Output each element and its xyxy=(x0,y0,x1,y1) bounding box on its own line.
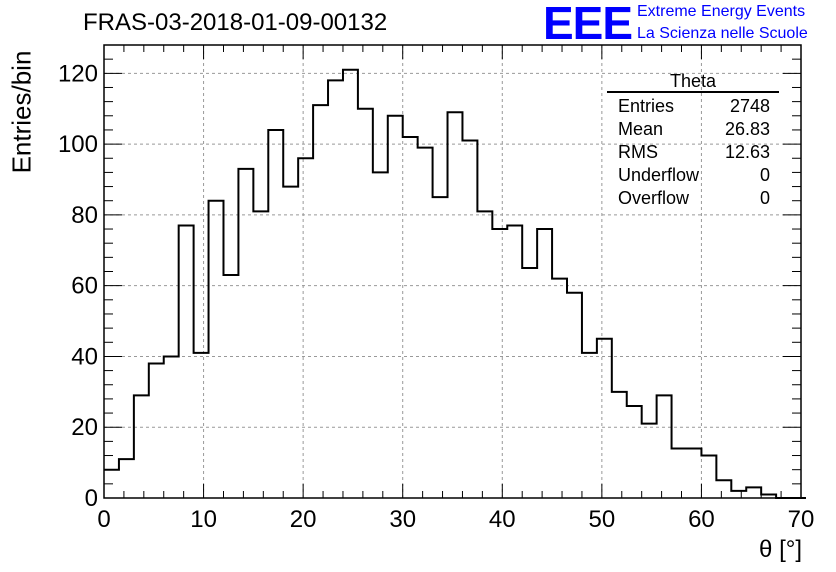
histogram-bin xyxy=(388,116,403,498)
histogram-bin xyxy=(657,395,672,498)
histogram-bin xyxy=(492,229,507,498)
stats-label: Underflow xyxy=(618,165,700,185)
y-tick-label: 20 xyxy=(71,414,98,441)
stats-label: RMS xyxy=(618,142,658,162)
y-tick-label: 40 xyxy=(71,343,98,370)
histogram-bin xyxy=(343,70,358,498)
logo-line-2: La Scienza nelle Scuole xyxy=(637,25,808,42)
x-tick-label: 0 xyxy=(97,506,110,533)
histogram-bin xyxy=(672,448,687,498)
y-tick-label: 60 xyxy=(71,273,98,300)
histogram-bin xyxy=(746,487,761,498)
stats-label: Entries xyxy=(618,96,675,116)
histogram-bin xyxy=(209,201,224,498)
y-tick-label: 80 xyxy=(71,202,98,229)
histogram-bin xyxy=(642,424,657,498)
histogram-bin xyxy=(462,141,477,498)
stats-label: Overflow xyxy=(618,188,690,208)
stats-value: 26.83 xyxy=(724,119,770,139)
histogram-bin xyxy=(358,109,373,498)
histogram-bin xyxy=(552,279,567,498)
stats-value: 0 xyxy=(759,165,770,185)
stats-row-overflow: Overflow 0 xyxy=(607,187,779,210)
histogram-bin xyxy=(448,112,463,498)
x-tick-label: 20 xyxy=(290,506,317,533)
histogram-bin xyxy=(477,211,492,498)
histogram-bin xyxy=(268,130,283,498)
stats-value: 2748 xyxy=(729,96,770,116)
stats-row-entries: Entries 2748 xyxy=(607,95,779,118)
histogram-bin xyxy=(716,480,731,498)
histogram-bin xyxy=(328,80,343,498)
histogram-bin xyxy=(119,459,134,498)
histogram-bin xyxy=(686,448,701,498)
stats-row-underflow: Underflow 0 xyxy=(607,164,779,187)
y-axis-label: Entries/bin xyxy=(6,50,37,174)
x-tick-label: 50 xyxy=(589,506,616,533)
stats-row-mean: Mean 26.83 xyxy=(607,118,779,141)
histogram-bin xyxy=(373,172,388,498)
histogram-bin xyxy=(298,158,313,498)
histogram-bin xyxy=(238,169,253,498)
histogram-bin xyxy=(179,225,194,498)
stats-row-rms: RMS 12.63 xyxy=(607,141,779,164)
stats-box: Theta Entries 2748 Mean 26.83 RMS 12.63 … xyxy=(607,71,779,210)
histogram-bin xyxy=(164,356,179,498)
histogram-bin xyxy=(567,293,582,498)
histogram-bin xyxy=(149,364,164,498)
y-tick-label: 120 xyxy=(58,60,98,87)
x-tick-label: 10 xyxy=(190,506,217,533)
stats-value: 0 xyxy=(759,188,770,208)
histogram-bin xyxy=(313,105,328,498)
stats-value: 12.63 xyxy=(724,142,770,162)
stats-label: Mean xyxy=(618,119,664,139)
histogram-bin xyxy=(403,137,418,498)
histogram-bin xyxy=(253,211,268,498)
x-tick-label: 40 xyxy=(489,506,516,533)
histogram-bin xyxy=(418,148,433,498)
histogram-bin xyxy=(507,225,522,498)
histogram-bin xyxy=(223,275,238,498)
histogram-bin xyxy=(433,197,448,498)
histogram-bin xyxy=(612,392,627,498)
y-tick-label: 100 xyxy=(58,131,98,158)
histogram-bin xyxy=(194,353,209,498)
histogram-bin xyxy=(597,339,612,498)
logo-line-1: Extreme Energy Events xyxy=(637,3,806,20)
histogram-bin xyxy=(537,229,552,498)
histogram-bin xyxy=(134,395,149,498)
x-tick-label: 70 xyxy=(788,506,815,533)
histogram-outline xyxy=(104,68,806,499)
histogram-bin xyxy=(522,268,537,498)
x-tick-label: 30 xyxy=(389,506,416,533)
x-axis-label: θ [°] xyxy=(759,536,802,563)
histogram-bin xyxy=(701,456,716,498)
histogram-bin xyxy=(582,353,597,498)
eee-logo: EEE xyxy=(543,0,633,49)
x-tick-label: 60 xyxy=(688,506,715,533)
stats-title: Theta xyxy=(607,71,779,93)
chart-title: FRAS-03-2018-01-09-00132 xyxy=(83,9,388,36)
histogram-bin xyxy=(731,491,746,498)
y-tick-label: 0 xyxy=(85,485,98,512)
histogram-bin xyxy=(283,187,298,498)
histogram-bin xyxy=(627,406,642,498)
